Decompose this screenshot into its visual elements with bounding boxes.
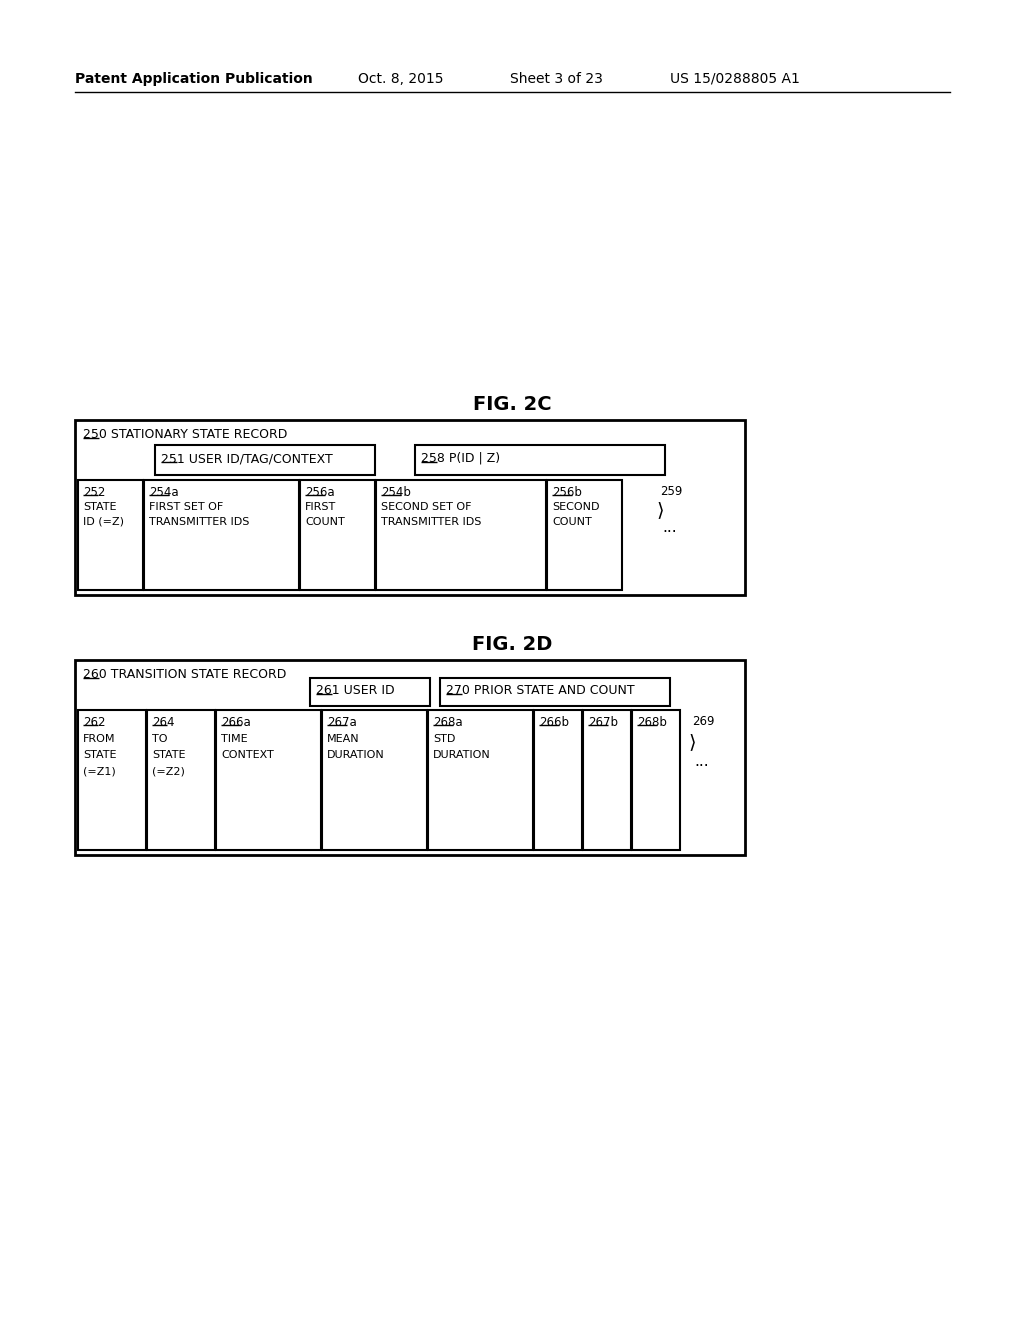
Text: SECOND SET OF: SECOND SET OF [381, 502, 471, 512]
Text: (=Z1): (=Z1) [83, 766, 116, 776]
Text: ⟩: ⟩ [656, 500, 664, 519]
Text: TO: TO [152, 734, 168, 744]
Text: FIRST: FIRST [305, 502, 336, 512]
Text: CONTEXT: CONTEXT [221, 750, 273, 760]
Text: COUNT: COUNT [552, 517, 592, 527]
Text: TRANSMITTER IDS: TRANSMITTER IDS [150, 517, 250, 527]
Text: COUNT: COUNT [305, 517, 345, 527]
Text: 266b: 266b [539, 715, 569, 729]
Text: 261 USER ID: 261 USER ID [316, 684, 394, 697]
Text: (=Z2): (=Z2) [152, 766, 185, 776]
Text: 259: 259 [660, 484, 682, 498]
Text: MEAN: MEAN [327, 734, 359, 744]
Text: US 15/0288805 A1: US 15/0288805 A1 [670, 73, 800, 86]
Text: DURATION: DURATION [433, 750, 490, 760]
Text: SECOND: SECOND [552, 502, 599, 512]
Bar [534, 710, 582, 850]
Bar [547, 480, 622, 590]
Text: ⟩: ⟩ [688, 733, 695, 751]
Text: 266a: 266a [221, 715, 251, 729]
Text: Sheet 3 of 23: Sheet 3 of 23 [510, 73, 603, 86]
Text: 260 TRANSITION STATE RECORD: 260 TRANSITION STATE RECORD [83, 668, 287, 681]
Text: 267a: 267a [327, 715, 356, 729]
Bar [376, 480, 546, 590]
Bar [147, 710, 215, 850]
Text: 256a: 256a [305, 486, 335, 499]
Bar [75, 660, 745, 855]
Bar [583, 710, 631, 850]
Text: 270 PRIOR STATE AND COUNT: 270 PRIOR STATE AND COUNT [446, 684, 635, 697]
Text: ...: ... [694, 754, 709, 770]
Text: Patent Application Publication: Patent Application Publication [75, 73, 312, 86]
Bar [78, 480, 143, 590]
Bar [310, 678, 430, 706]
Text: STATE: STATE [83, 502, 117, 512]
Text: ID (=Z): ID (=Z) [83, 517, 124, 527]
Bar [75, 420, 745, 595]
Bar [78, 710, 146, 850]
Text: 262: 262 [83, 715, 105, 729]
Text: ...: ... [662, 520, 677, 535]
Text: FIRST SET OF: FIRST SET OF [150, 502, 223, 512]
Text: FIG. 2C: FIG. 2C [473, 395, 551, 414]
Bar [216, 710, 321, 850]
Text: DURATION: DURATION [327, 750, 385, 760]
Text: 267b: 267b [588, 715, 618, 729]
Text: 254a: 254a [150, 486, 178, 499]
Bar [415, 445, 665, 475]
Text: FIG. 2D: FIG. 2D [472, 635, 552, 653]
Bar [428, 710, 534, 850]
Text: STD: STD [433, 734, 456, 744]
Text: FROM: FROM [83, 734, 116, 744]
Text: 251 USER ID/TAG/CONTEXT: 251 USER ID/TAG/CONTEXT [161, 451, 333, 465]
Text: 256b: 256b [552, 486, 582, 499]
Text: 268b: 268b [637, 715, 667, 729]
Bar [632, 710, 680, 850]
Bar [155, 445, 375, 475]
Text: 252: 252 [83, 486, 105, 499]
Text: TIME: TIME [221, 734, 248, 744]
Text: 250 STATIONARY STATE RECORD: 250 STATIONARY STATE RECORD [83, 428, 288, 441]
Text: STATE: STATE [152, 750, 185, 760]
Bar [440, 678, 670, 706]
Text: 258 P(ID | Z): 258 P(ID | Z) [421, 451, 500, 465]
Text: 254b: 254b [381, 486, 411, 499]
Bar [322, 710, 427, 850]
Text: 269: 269 [692, 715, 715, 729]
Text: Oct. 8, 2015: Oct. 8, 2015 [358, 73, 443, 86]
Text: TRANSMITTER IDS: TRANSMITTER IDS [381, 517, 481, 527]
Text: 264: 264 [152, 715, 174, 729]
Text: 268a: 268a [433, 715, 463, 729]
Bar [300, 480, 375, 590]
Text: STATE: STATE [83, 750, 117, 760]
Bar [144, 480, 299, 590]
